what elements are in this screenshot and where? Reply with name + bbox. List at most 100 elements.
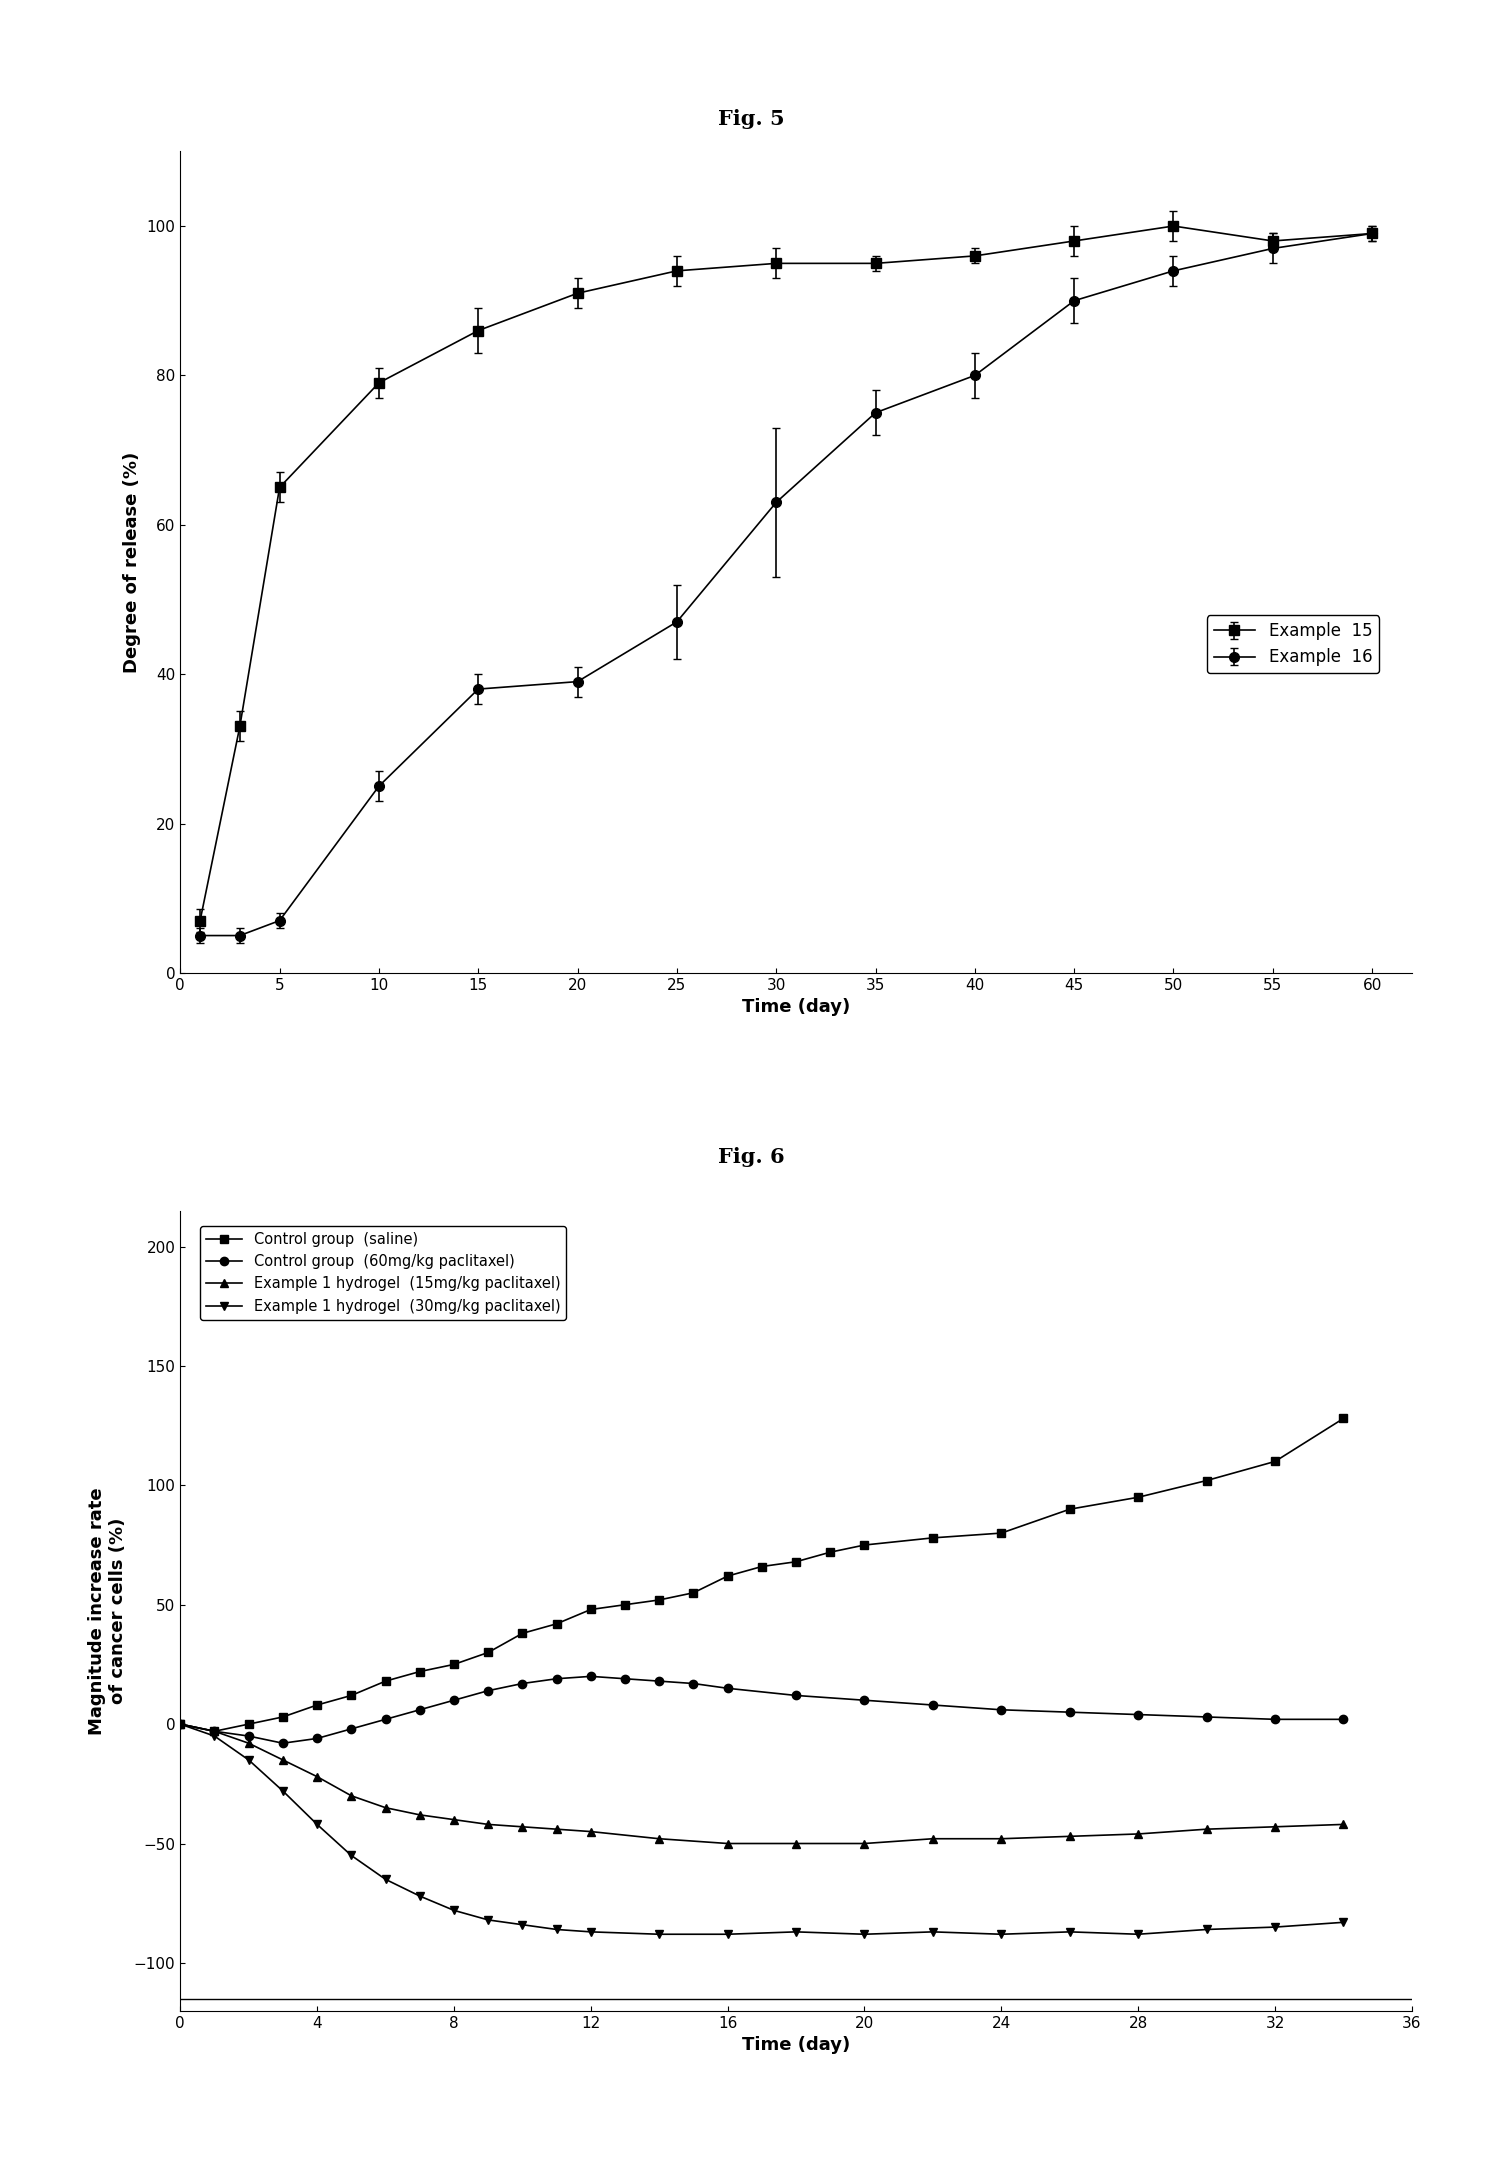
Example 1 hydrogel  (30mg/kg paclitaxel) (1334, 1909, 1352, 1935)
Control group  (60mg/kg paclitaxel) (514, 1671, 532, 1697)
Example 1 hydrogel  (30mg/kg paclitaxel) (1266, 1913, 1284, 1939)
Example 1 hydrogel  (15mg/kg paclitaxel) (1334, 1812, 1352, 1838)
Control group  (saline) (171, 1710, 189, 1736)
Control group  (60mg/kg paclitaxel) (1060, 1699, 1078, 1725)
Control group  (60mg/kg paclitaxel) (479, 1678, 497, 1704)
Example 1 hydrogel  (30mg/kg paclitaxel) (479, 1907, 497, 1933)
Example 1 hydrogel  (15mg/kg paclitaxel) (514, 1814, 532, 1840)
Control group  (saline) (1197, 1468, 1215, 1494)
Example 1 hydrogel  (15mg/kg paclitaxel) (787, 1831, 805, 1857)
Control group  (saline) (718, 1563, 736, 1589)
Example 1 hydrogel  (30mg/kg paclitaxel) (308, 1812, 326, 1838)
Control group  (60mg/kg paclitaxel) (616, 1665, 634, 1691)
Example 1 hydrogel  (15mg/kg paclitaxel) (308, 1764, 326, 1790)
Control group  (60mg/kg paclitaxel) (856, 1686, 874, 1712)
Control group  (saline) (410, 1658, 428, 1684)
Line: Control group  (saline): Control group (saline) (176, 1414, 1347, 1736)
Example 1 hydrogel  (30mg/kg paclitaxel) (240, 1747, 258, 1773)
Control group  (saline) (924, 1524, 942, 1550)
Control group  (saline) (377, 1669, 395, 1695)
Control group  (saline) (206, 1719, 224, 1745)
Control group  (60mg/kg paclitaxel) (787, 1682, 805, 1708)
Control group  (saline) (514, 1619, 532, 1645)
Text: Fig. 6: Fig. 6 (718, 1146, 784, 1167)
Example 1 hydrogel  (15mg/kg paclitaxel) (206, 1719, 224, 1745)
Example 1 hydrogel  (15mg/kg paclitaxel) (718, 1831, 736, 1857)
Y-axis label: Magnitude increase rate
of cancer cells (%): Magnitude increase rate of cancer cells … (89, 1487, 126, 1734)
Example 1 hydrogel  (15mg/kg paclitaxel) (581, 1818, 599, 1844)
Control group  (60mg/kg paclitaxel) (1266, 1706, 1284, 1732)
Example 1 hydrogel  (15mg/kg paclitaxel) (377, 1794, 395, 1820)
X-axis label: Time (day): Time (day) (742, 999, 850, 1016)
Control group  (60mg/kg paclitaxel) (581, 1663, 599, 1689)
Example 1 hydrogel  (15mg/kg paclitaxel) (924, 1825, 942, 1851)
Control group  (saline) (240, 1710, 258, 1736)
Control group  (saline) (650, 1587, 668, 1613)
Example 1 hydrogel  (15mg/kg paclitaxel) (342, 1784, 360, 1810)
Control group  (60mg/kg paclitaxel) (685, 1671, 703, 1697)
Example 1 hydrogel  (30mg/kg paclitaxel) (342, 1842, 360, 1868)
Control group  (60mg/kg paclitaxel) (1334, 1706, 1352, 1732)
Control group  (60mg/kg paclitaxel) (1197, 1704, 1215, 1730)
Control group  (saline) (1060, 1496, 1078, 1522)
Example 1 hydrogel  (30mg/kg paclitaxel) (377, 1866, 395, 1892)
Control group  (60mg/kg paclitaxel) (548, 1665, 566, 1691)
Example 1 hydrogel  (30mg/kg paclitaxel) (514, 1911, 532, 1937)
Example 1 hydrogel  (15mg/kg paclitaxel) (650, 1825, 668, 1851)
Example 1 hydrogel  (30mg/kg paclitaxel) (650, 1922, 668, 1948)
Control group  (saline) (616, 1591, 634, 1617)
Control group  (60mg/kg paclitaxel) (718, 1676, 736, 1701)
Example 1 hydrogel  (15mg/kg paclitaxel) (1197, 1816, 1215, 1842)
Control group  (saline) (445, 1652, 463, 1678)
Control group  (saline) (1266, 1449, 1284, 1474)
Control group  (60mg/kg paclitaxel) (273, 1730, 291, 1756)
Line: Control group  (60mg/kg paclitaxel): Control group (60mg/kg paclitaxel) (176, 1671, 1347, 1747)
Control group  (60mg/kg paclitaxel) (924, 1693, 942, 1719)
Example 1 hydrogel  (30mg/kg paclitaxel) (856, 1922, 874, 1948)
Example 1 hydrogel  (15mg/kg paclitaxel) (1130, 1820, 1148, 1846)
Line: Example 1 hydrogel  (15mg/kg paclitaxel): Example 1 hydrogel (15mg/kg paclitaxel) (176, 1721, 1347, 1849)
Example 1 hydrogel  (30mg/kg paclitaxel) (410, 1883, 428, 1909)
Control group  (saline) (581, 1596, 599, 1622)
Control group  (60mg/kg paclitaxel) (308, 1725, 326, 1751)
Control group  (60mg/kg paclitaxel) (342, 1717, 360, 1743)
Example 1 hydrogel  (30mg/kg paclitaxel) (206, 1723, 224, 1749)
Control group  (saline) (342, 1682, 360, 1708)
Control group  (saline) (1130, 1485, 1148, 1511)
Example 1 hydrogel  (15mg/kg paclitaxel) (410, 1801, 428, 1827)
Control group  (saline) (685, 1580, 703, 1606)
Control group  (60mg/kg paclitaxel) (377, 1706, 395, 1732)
Example 1 hydrogel  (30mg/kg paclitaxel) (718, 1922, 736, 1948)
Legend: Control group  (saline), Control group  (60mg/kg paclitaxel), Example 1 hydrogel: Control group (saline), Control group (6… (200, 1226, 566, 1319)
Control group  (60mg/kg paclitaxel) (993, 1697, 1011, 1723)
Legend: Example  15, Example  16: Example 15, Example 16 (1208, 616, 1379, 672)
Control group  (60mg/kg paclitaxel) (240, 1723, 258, 1749)
Example 1 hydrogel  (30mg/kg paclitaxel) (581, 1920, 599, 1946)
Example 1 hydrogel  (15mg/kg paclitaxel) (445, 1807, 463, 1833)
Example 1 hydrogel  (15mg/kg paclitaxel) (1060, 1823, 1078, 1849)
Example 1 hydrogel  (30mg/kg paclitaxel) (445, 1898, 463, 1924)
Example 1 hydrogel  (15mg/kg paclitaxel) (1266, 1814, 1284, 1840)
Example 1 hydrogel  (15mg/kg paclitaxel) (273, 1747, 291, 1773)
Example 1 hydrogel  (15mg/kg paclitaxel) (479, 1812, 497, 1838)
Control group  (saline) (1334, 1405, 1352, 1431)
Control group  (saline) (308, 1693, 326, 1719)
Control group  (saline) (822, 1539, 840, 1565)
Control group  (60mg/kg paclitaxel) (171, 1710, 189, 1736)
Control group  (60mg/kg paclitaxel) (650, 1669, 668, 1695)
Example 1 hydrogel  (30mg/kg paclitaxel) (993, 1922, 1011, 1948)
X-axis label: Time (day): Time (day) (742, 2037, 850, 2054)
Example 1 hydrogel  (30mg/kg paclitaxel) (1130, 1922, 1148, 1948)
Line: Example 1 hydrogel  (30mg/kg paclitaxel): Example 1 hydrogel (30mg/kg paclitaxel) (176, 1721, 1347, 1939)
Example 1 hydrogel  (30mg/kg paclitaxel) (1197, 1916, 1215, 1941)
Example 1 hydrogel  (30mg/kg paclitaxel) (548, 1916, 566, 1941)
Control group  (saline) (479, 1639, 497, 1665)
Control group  (60mg/kg paclitaxel) (410, 1697, 428, 1723)
Control group  (saline) (548, 1611, 566, 1637)
Example 1 hydrogel  (15mg/kg paclitaxel) (993, 1825, 1011, 1851)
Control group  (saline) (787, 1548, 805, 1574)
Example 1 hydrogel  (15mg/kg paclitaxel) (856, 1831, 874, 1857)
Y-axis label: Degree of release (%): Degree of release (%) (123, 452, 141, 672)
Example 1 hydrogel  (15mg/kg paclitaxel) (240, 1730, 258, 1756)
Example 1 hydrogel  (30mg/kg paclitaxel) (273, 1777, 291, 1803)
